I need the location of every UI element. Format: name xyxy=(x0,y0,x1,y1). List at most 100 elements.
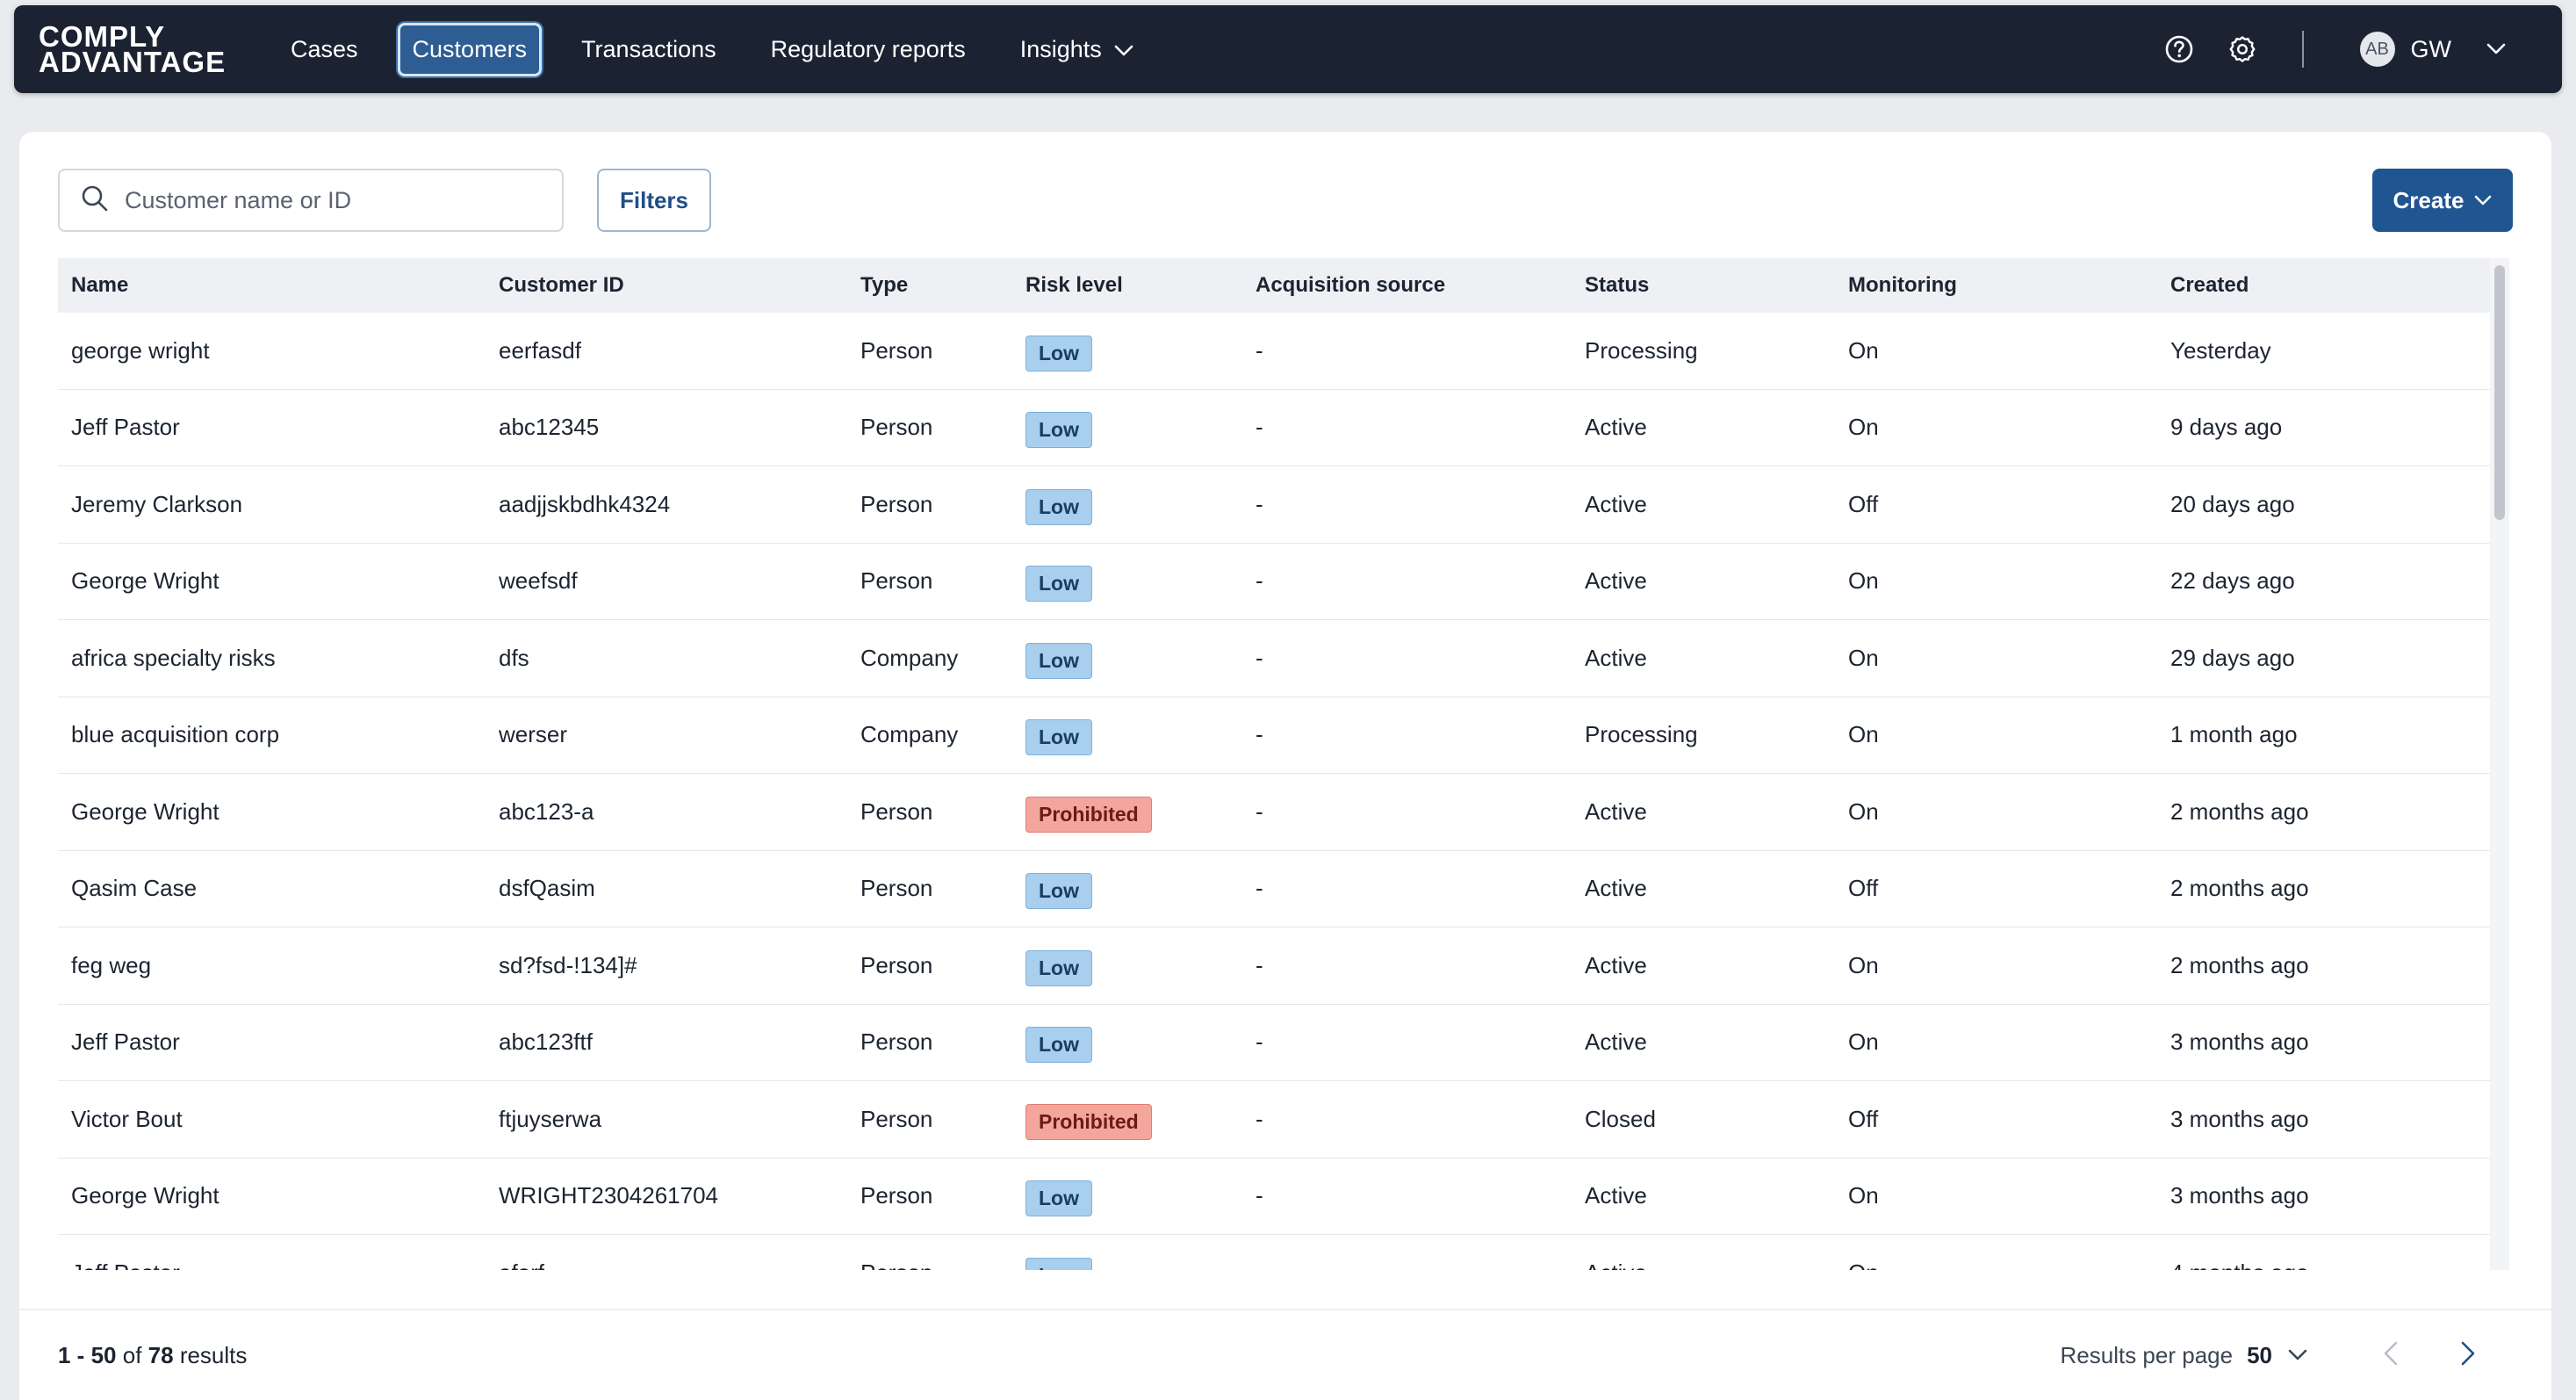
cell-monitoring: On xyxy=(1848,1028,1879,1056)
cell-acquisition-source: - xyxy=(1256,336,1263,364)
cell-customer-id: weefsdf xyxy=(499,567,578,595)
risk-badge: Prohibited xyxy=(1025,1103,1152,1140)
risk-badge: Low xyxy=(1025,488,1092,525)
cell-acquisition-source: - xyxy=(1256,1182,1263,1209)
table-row[interactable]: Jeff PastorafarfPerson Low -ActiveOn4 mont… xyxy=(58,1235,2490,1270)
cell-name: feg weg xyxy=(71,951,152,978)
cell-customer-id: werser xyxy=(499,721,568,748)
column-header-customer-id[interactable]: Customer ID xyxy=(499,273,624,297)
table-row[interactable]: George Wright WRIGHT2304261704 Person Low - A… xyxy=(58,1158,2490,1235)
results-per-page-value[interactable]: 50 xyxy=(2247,1341,2272,1368)
column-header-type[interactable]: Type xyxy=(860,273,909,297)
column-header-monitoring[interactable]: Monitoring xyxy=(1848,273,1957,297)
nav-item-regulatory-reports[interactable]: Regulatory reports xyxy=(770,35,966,62)
avatar[interactable]: AB xyxy=(2359,32,2395,67)
cell-monitoring: Off xyxy=(1848,1105,1879,1132)
user-initials[interactable]: GW xyxy=(2410,35,2452,62)
table-row[interactable]: George Wright abc123-a Person Prohibited - Ac… xyxy=(58,774,2490,851)
cell-acquisition-source: - xyxy=(1256,875,1263,902)
cell-type: Person xyxy=(860,567,933,595)
risk-badge: Low xyxy=(1025,412,1092,449)
table-row[interactable]: Victor Bout ftjuyserwa Person Prohibited - Cl… xyxy=(58,1081,2490,1158)
comply-advantage-logo[interactable]: COMPLY ADVANTAGE xyxy=(39,20,249,78)
cell-type: Person xyxy=(860,1028,933,1056)
column-header-name[interactable]: Name xyxy=(71,273,129,297)
nav-item-customers[interactable]: Customers xyxy=(397,22,543,76)
nav-item-insights[interactable]: Insights xyxy=(1005,23,1148,76)
cell-risk-level: Low xyxy=(1012,330,1242,372)
logo-line-1: COMPLY xyxy=(39,20,166,53)
pagination xyxy=(2369,1333,2490,1377)
cell-risk-level: Prohibited xyxy=(1012,791,1242,833)
cell-status: Active xyxy=(1585,567,1647,595)
table-body: george wright eerfasdf Person Low - Processin… xyxy=(58,313,2490,1270)
cell-name: Jeremy Clarkson xyxy=(71,490,243,517)
cell-acquisition-source: - xyxy=(1256,490,1263,517)
table-row[interactable]: blue acquisition corp werser Company Low - Pr… xyxy=(58,697,2490,774)
customers-table: Name Customer ID Type Risk level Acquisi… xyxy=(58,258,2490,1270)
help-icon[interactable] xyxy=(2162,32,2197,67)
logo-line-2: ADVANTAGE xyxy=(39,46,227,78)
cell-created: 3 months ago xyxy=(2170,1105,2309,1132)
cell-customer-id: abc12345 xyxy=(499,414,600,441)
cell-risk-level: Low xyxy=(1012,638,1242,679)
cell-status: Active xyxy=(1585,1182,1647,1209)
cell-name: Victor Bout xyxy=(71,1105,183,1132)
table-row[interactable]: George Wright weefsdf Person Low - Active On 22… xyxy=(58,544,2490,620)
table-row[interactable]: africa specialty risks dfs Company Low - Acti… xyxy=(58,620,2490,697)
cell-customer-id: aadjjskbdhk4324 xyxy=(499,490,671,517)
cell-status: Active xyxy=(1585,875,1647,902)
table-row[interactable]: Qasim Case dsfQasim Person Low - Active Off 2 m… xyxy=(58,851,2490,927)
create-button[interactable]: Create xyxy=(2372,169,2513,232)
cell-status: Active xyxy=(1585,1028,1647,1056)
cell-monitoring: On xyxy=(1835,1259,2157,1270)
results-total: 78 xyxy=(148,1341,174,1368)
cell-type: Person xyxy=(860,414,933,441)
cell-monitoring: Off xyxy=(1848,490,1879,517)
cell-status: Processing xyxy=(1585,721,1698,748)
table-row[interactable]: Jeff Pastor abc12345 Person Low - Active On 9 d… xyxy=(58,390,2490,466)
cell-monitoring: On xyxy=(1848,567,1879,595)
cell-name: Qasim Case xyxy=(71,875,198,902)
cell-acquisition-source: - xyxy=(1256,721,1263,748)
cell-type: Company xyxy=(860,721,959,748)
risk-badge: Low xyxy=(1025,719,1092,756)
search-input[interactable] xyxy=(125,186,529,214)
create-button-label: Create xyxy=(2393,186,2464,213)
nav-items: Cases Customers Transactions Regulatory … xyxy=(276,5,1173,93)
cell-acquisition-source: - xyxy=(1256,951,1263,978)
cell-risk-level: Low xyxy=(1012,1021,1242,1064)
previous-page-button[interactable] xyxy=(2369,1333,2413,1377)
table-row[interactable]: feg weg sd?fsd-!134]# Person Low - Active On 2 … xyxy=(58,927,2490,1005)
table-row[interactable]: Jeff Pastor abc123ftf Person Low - Active On 3 … xyxy=(58,1005,2490,1081)
table-scrollbar[interactable] xyxy=(2490,258,2509,1270)
gear-icon[interactable] xyxy=(2225,32,2260,67)
column-header-acquisition-source[interactable]: Acquisition source xyxy=(1256,273,1446,297)
cell-name: Jeff Pastor xyxy=(71,1028,180,1056)
column-header-status[interactable]: Status xyxy=(1585,273,1650,297)
results-count: 1 - 50 of 78 results xyxy=(58,1342,247,1369)
table-row[interactable]: george wright eerfasdf Person Low - Processin… xyxy=(58,313,2490,390)
cell-status: Active xyxy=(1572,1259,1835,1270)
risk-badge: Low xyxy=(1025,1180,1092,1217)
next-page-button[interactable] xyxy=(2446,1333,2490,1377)
column-header-created[interactable]: Created xyxy=(2170,273,2249,297)
customers-card: Filters Create Name Customer ID Type Ris… xyxy=(19,132,2551,1400)
cell-type: Person xyxy=(860,1105,933,1132)
chevron-down-icon[interactable] xyxy=(2486,43,2506,55)
cell-status: Active xyxy=(1585,797,1647,825)
nav-item-cases[interactable]: Cases xyxy=(291,35,358,62)
search-box[interactable] xyxy=(58,169,564,232)
cell-type: Person xyxy=(860,797,933,825)
table-row[interactable]: Jeremy Clarkson aadjjskbdhk4324 Person Low -… xyxy=(58,466,2490,544)
cell-monitoring: On xyxy=(1848,797,1879,825)
filters-button[interactable]: Filters xyxy=(597,169,711,232)
chevron-right-icon xyxy=(2461,1341,2475,1370)
column-header-risk-level[interactable]: Risk level xyxy=(1025,273,1123,297)
cell-type: Person xyxy=(860,490,933,517)
chevron-down-icon[interactable] xyxy=(2288,1349,2307,1361)
nav-item-transactions[interactable]: Transactions xyxy=(581,35,716,62)
scrollbar-thumb[interactable] xyxy=(2494,265,2505,520)
cell-status: Active xyxy=(1585,490,1647,517)
cell-monitoring: On xyxy=(1848,721,1879,748)
